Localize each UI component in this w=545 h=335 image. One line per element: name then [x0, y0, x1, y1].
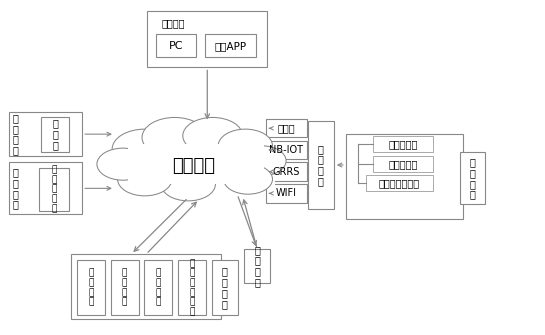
Text: NB-IOT: NB-IOT	[269, 145, 304, 155]
Bar	[9, 113, 82, 156]
Bar	[266, 119, 307, 137]
Bar	[373, 136, 433, 152]
Bar	[366, 175, 433, 191]
Bar	[118, 146, 275, 186]
Text: 照
明
模
块: 照 明 模 块	[255, 245, 260, 287]
Bar	[71, 254, 221, 319]
Text: 云服务器: 云服务器	[172, 157, 215, 175]
Bar	[156, 34, 196, 57]
Text: 手机APP: 手机APP	[214, 41, 246, 51]
Bar	[460, 152, 485, 204]
Text: GRRS: GRRS	[272, 167, 300, 177]
Bar	[211, 260, 238, 315]
Text: 显
示
模
块: 显 示 模 块	[13, 167, 19, 210]
Text: 调
节
模
块: 调 节 模 块	[222, 267, 228, 309]
Circle shape	[142, 118, 207, 157]
Text: 温
度
调
节
装
置: 温 度 调 节 装 置	[189, 259, 195, 317]
Text: 气体传感器: 气体传感器	[388, 159, 417, 169]
Bar	[9, 162, 82, 214]
Bar	[39, 168, 69, 211]
Bar	[148, 11, 267, 67]
Bar	[129, 144, 264, 184]
Bar	[204, 34, 256, 57]
Text: 人体红外传感器: 人体红外传感器	[379, 178, 420, 188]
Bar	[41, 117, 69, 152]
Bar	[266, 162, 307, 181]
Circle shape	[218, 129, 272, 162]
Text: WIFI: WIFI	[276, 188, 297, 198]
Bar	[346, 134, 463, 219]
Circle shape	[183, 118, 243, 154]
Bar	[111, 260, 139, 315]
Circle shape	[161, 168, 215, 201]
Text: 加
湿
装
置: 加 湿 装 置	[122, 269, 128, 307]
Circle shape	[97, 148, 149, 180]
Bar	[266, 184, 307, 203]
Bar	[308, 121, 334, 209]
Text: PC: PC	[169, 41, 183, 51]
Bar	[266, 141, 307, 159]
Text: 控制终端: 控制终端	[161, 18, 185, 28]
Circle shape	[223, 164, 272, 194]
Bar	[77, 260, 105, 315]
Text: 监
控
模
块: 监 控 模 块	[469, 157, 475, 200]
Circle shape	[237, 146, 286, 176]
Text: 集成传感器: 集成传感器	[388, 139, 417, 149]
Text: 通
信
模
块: 通 信 模 块	[318, 144, 324, 186]
Text: 除
尘
装
置: 除 尘 装 置	[88, 269, 94, 307]
Text: 除
菌
装
置: 除 菌 装 置	[156, 269, 161, 307]
Text: 报
警
模
块: 报 警 模 块	[13, 113, 19, 155]
Text: 以太网: 以太网	[277, 123, 295, 133]
Bar	[144, 260, 172, 315]
Bar	[373, 156, 433, 172]
Circle shape	[112, 129, 177, 169]
Bar	[244, 249, 270, 283]
Circle shape	[118, 162, 172, 196]
Text: 液
晶
显
示
屏: 液 晶 显 示 屏	[51, 165, 56, 213]
Text: 蜂
鸣
器: 蜂 鸣 器	[52, 119, 58, 150]
Bar	[178, 260, 206, 315]
